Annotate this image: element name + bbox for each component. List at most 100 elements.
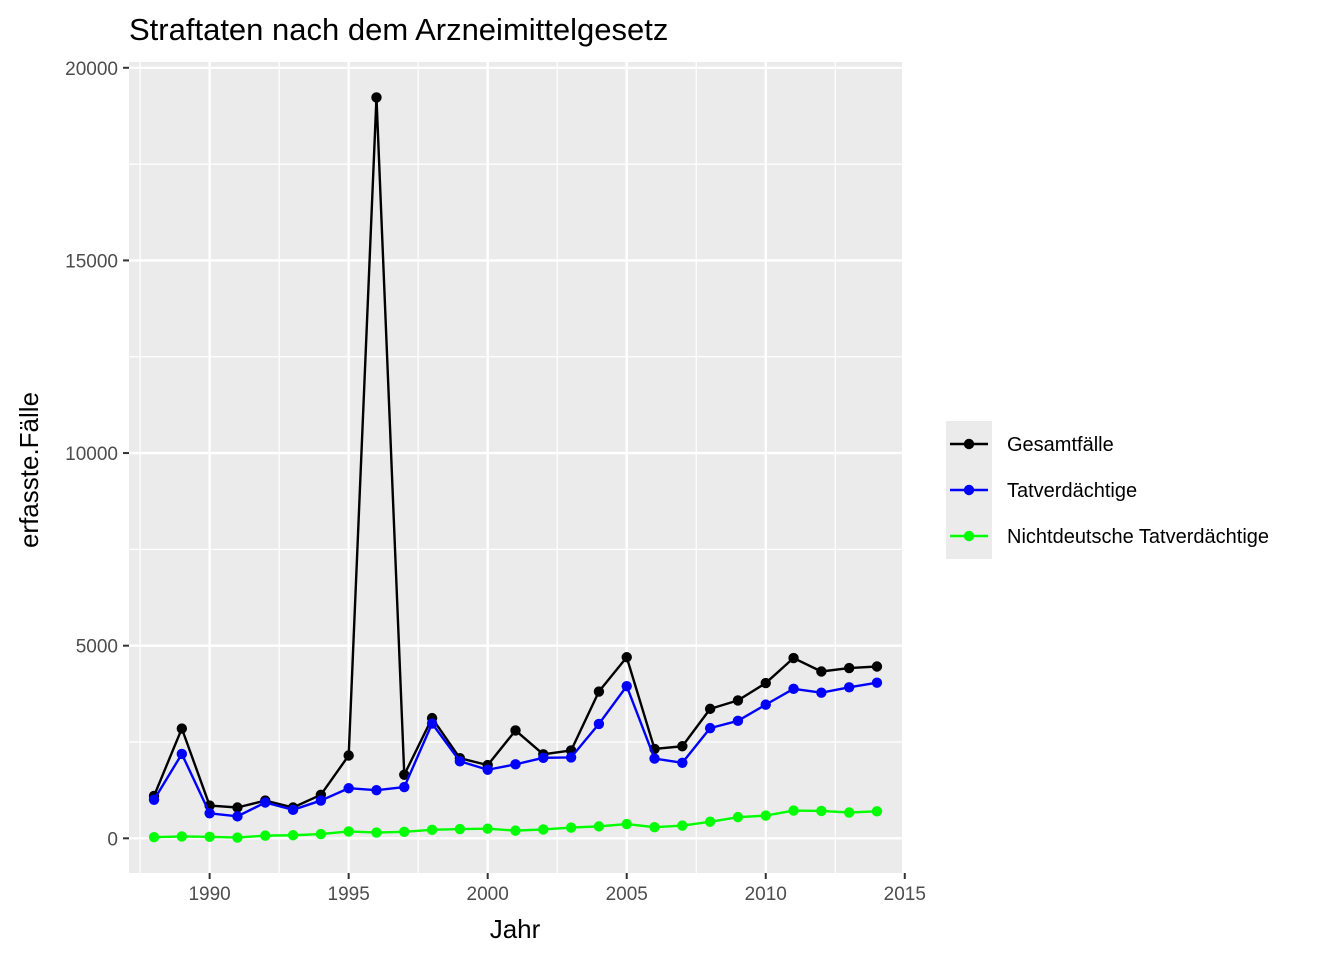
y-axis: 0 5000 10000 15000 20000 [65,59,129,850]
data-point [204,831,215,842]
y-tick-label: 10000 [65,444,118,465]
legend-key-point [963,484,975,496]
data-point [704,816,716,827]
data-point [732,695,744,706]
data-point [732,715,744,727]
data-point [843,662,855,674]
x-axis: 1990 1995 2000 2005 2010 2015 [188,873,926,905]
legend-item-3: Nichtdeutsche Tatverdächtige [946,513,1269,559]
data-point [260,797,271,808]
data-point [287,804,299,816]
data-point [510,725,521,736]
data-point [148,794,160,805]
data-point [343,826,354,837]
data-point [510,759,521,770]
data-point [399,781,410,793]
data-point [843,682,855,693]
data-point [621,652,632,663]
legend-label: Nichtdeutsche Tatverdächtige [1007,526,1269,548]
data-point [371,827,382,838]
data-point [788,805,799,816]
data-point [593,686,605,697]
data-point [454,823,466,835]
data-point [788,683,799,695]
data-point [343,750,354,761]
data-point [760,677,771,689]
data-point [538,752,549,764]
data-point [677,820,688,831]
data-point [176,831,188,842]
data-point [399,769,410,780]
data-point [843,807,855,818]
data-point [204,808,215,819]
legend-label: Gesamtfälle [1007,434,1114,456]
y-tick-label: 5000 [76,637,118,658]
legend-item-1: Gesamtfälle [946,421,1114,467]
data-point [260,830,271,841]
x-tick-label: 2010 [745,884,787,905]
x-tick-label: 1995 [328,884,370,905]
data-point [454,756,466,767]
data-point [565,822,577,833]
data-point [371,92,382,103]
y-axis-title: erfasste.Fälle [14,392,44,548]
x-tick-label: 2015 [884,884,926,905]
major-gridlines [129,62,906,873]
data-point [704,722,716,734]
data-point [371,784,382,796]
data-point [399,826,410,837]
data-point [871,661,883,672]
data-point [677,757,688,769]
y-tick-label: 20000 [65,59,118,80]
data-point [593,718,605,730]
data-point [510,825,521,836]
x-tick-label: 2005 [606,884,648,905]
legend-key-point [963,530,975,542]
data-point [232,811,243,822]
data-point [816,666,827,677]
data-point [621,818,632,830]
data-point [816,805,827,817]
legend: Gesamtfälle Tatverdächtige Nichtdeutsche T… [946,421,1269,559]
plot-panel [129,62,902,873]
data-point [788,652,799,664]
data-point [621,680,632,692]
x-tick-label: 1990 [188,884,230,905]
data-point [732,811,744,823]
data-point [760,810,771,821]
y-tick-label: 0 [107,829,118,850]
data-point [343,783,354,794]
data-point [871,677,883,688]
series-3 [148,805,883,843]
data-point [482,823,493,834]
data-point [538,824,549,835]
data-point [287,830,299,841]
x-axis-title: Jahr [490,914,541,944]
data-point [871,806,883,817]
data-point [232,802,243,813]
legend-key-point [963,438,975,450]
chart-title: Straftaten nach dem Arzneimittelgesetz [129,12,668,47]
data-point [649,753,660,764]
minor-gridlines [129,62,902,873]
data-point [232,832,243,843]
legend-label: Tatverdächtige [1007,480,1137,502]
data-point [315,795,327,806]
data-point [704,703,716,715]
data-point [176,723,188,734]
data-point [426,824,438,836]
data-point [593,821,605,832]
data-point [565,752,577,763]
x-tick-label: 2000 [467,884,509,905]
data-point [426,718,438,729]
data-point [148,831,160,843]
data-point [176,748,188,760]
series-layer [148,92,883,843]
data-point [760,699,771,710]
data-point [649,821,660,833]
data-point [482,764,493,775]
data-point [315,828,327,840]
data-point [816,687,827,698]
y-tick-label: 15000 [65,251,118,272]
series-2 [148,677,883,822]
